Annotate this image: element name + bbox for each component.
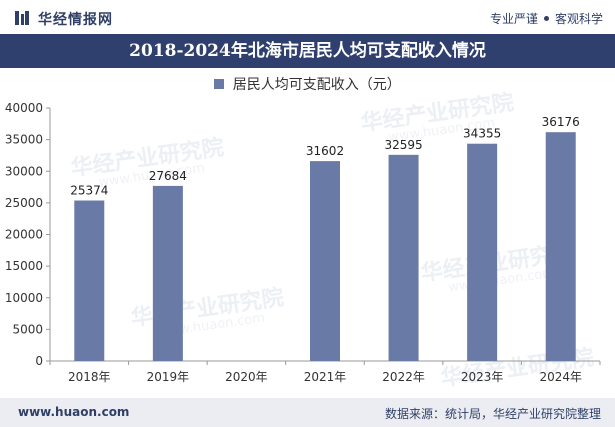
x-tick-label: 2024年	[539, 370, 582, 384]
tag-professional: 专业严谨	[489, 12, 538, 26]
brand-name: 华经情报网	[38, 12, 113, 28]
bar	[310, 161, 340, 361]
legend-label: 居民人均可支配收入（元）	[232, 77, 401, 93]
chart-title: 2018-2024年北海市居民人均可支配收入情况	[0, 34, 615, 68]
data-label: 36176	[542, 115, 580, 129]
data-label: 27684	[149, 169, 187, 183]
data-label: 25374	[70, 184, 108, 198]
bar-chart: 0 5000 10000 15000 20000 25000 30000 35000 40000…	[5, 101, 601, 384]
x-tick-label: 2021年	[304, 370, 347, 384]
y-tick-label: 5000	[12, 322, 43, 336]
y-tick-label: 20000	[5, 228, 43, 242]
bar	[467, 143, 498, 361]
y-tick-label: 15000	[5, 259, 43, 273]
x-tick-label: 2019年	[147, 370, 190, 384]
x-tick-label: 2018年	[68, 370, 111, 384]
y-tick-label: 35000	[5, 133, 43, 147]
y-tick-label: 25000	[5, 196, 43, 210]
y-tick-label: 0	[35, 354, 43, 368]
x-tick-label: 2022年	[382, 370, 425, 384]
bar	[74, 200, 105, 361]
legend-swatch	[214, 79, 225, 89]
y-tick-label: 10000	[5, 291, 43, 305]
tag-objective: 客观科学	[554, 12, 603, 26]
data-label: 34355	[463, 127, 501, 141]
dot-separator-icon	[543, 16, 549, 21]
x-tick-label: 2023年	[461, 370, 504, 384]
top-bar: 华经情报网 专业严谨 客观科学	[0, 0, 615, 34]
bar	[388, 154, 419, 361]
chart-legend: 居民人均可支配收入（元）	[0, 74, 615, 94]
logo-icon	[15, 11, 29, 25]
footer-source: 数据来源：统计局，华经产业研究院整理	[384, 407, 601, 421]
data-label: 32595	[384, 138, 422, 152]
y-tick-label: 40000	[5, 101, 43, 115]
y-tick-label: 30000	[5, 164, 43, 178]
footer-website: www.huaon.com	[18, 405, 130, 419]
x-tick-label: 2020年	[225, 370, 268, 384]
bar	[152, 185, 183, 361]
data-label: 31602	[306, 144, 344, 158]
bar	[545, 132, 576, 361]
header-tags: 专业严谨 客观科学	[490, 10, 603, 27]
footer: www.huaon.com 数据来源：统计局，华经产业研究院整理	[0, 398, 615, 427]
